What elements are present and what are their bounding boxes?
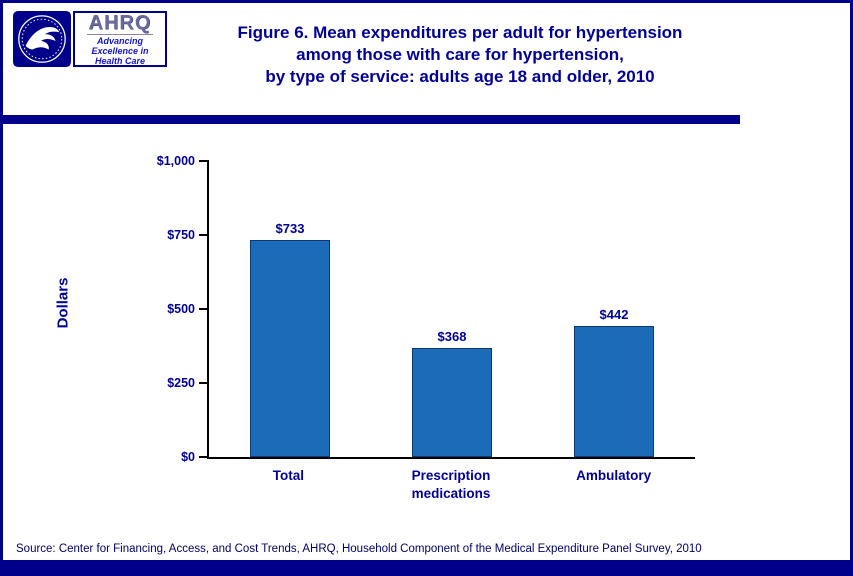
bar-group-ambulatory: $442 [533, 161, 695, 457]
bar-group-total: $733 [209, 161, 371, 457]
plot-area: $0 $250 $500 $750 $1,000 $733 $368 [157, 154, 695, 464]
bar-ambulatory [574, 326, 654, 457]
y-tick-label: $750 [167, 228, 195, 242]
y-tick-mark [199, 382, 209, 384]
x-category-label-total: Total [272, 468, 304, 483]
y-axis-label: Dollars [54, 277, 72, 329]
y-tick-mark [199, 234, 209, 236]
bar-total [250, 240, 330, 457]
bar-value-label: $368 [437, 329, 467, 345]
y-tick-mark [199, 456, 209, 458]
x-category-label-ambulatory: Ambulatory [576, 468, 652, 483]
hhs-eagle-seal-icon [13, 11, 71, 67]
y-tick-mark [199, 308, 209, 310]
source-note: Source: Center for Financing, Access, an… [16, 543, 702, 555]
y-tick-label: $0 [181, 450, 195, 464]
ahrq-tagline-line: Advancing [96, 36, 143, 47]
figure-title-line: by type of service: adults age 18 and ol… [265, 67, 655, 86]
ahrq-logo-word: AHRQ [86, 12, 154, 36]
ahrq-logo-tagline: Advancing Excellence in Health Care [91, 36, 149, 67]
figure-title-line: Figure 6. Mean expenditures per adult fo… [237, 23, 683, 42]
bar-value-label: $733 [275, 221, 305, 237]
x-axis-category-labels: Total Prescription medications Ambulator… [207, 467, 695, 503]
y-tick-label: $500 [167, 302, 195, 316]
y-tick-label: $1,000 [156, 154, 195, 168]
figure-title: Figure 6. Mean expenditures per adult fo… [103, 22, 817, 88]
figure-title-line: among those with care for hypertension, [296, 45, 624, 64]
y-tick-mark [199, 160, 209, 162]
ahrq-tagline-line: Excellence in [91, 46, 149, 57]
bar-group-prescription-medications: $368 [371, 161, 533, 457]
bar-prescription-medications [412, 348, 492, 457]
bar-value-label: $442 [599, 307, 629, 323]
footer-bar [3, 560, 850, 573]
header-divider-bar [3, 115, 740, 124]
y-tick-label: $250 [167, 376, 195, 390]
ahrq-logo: AHRQ Advancing Excellence in Health Care [73, 11, 167, 67]
x-category-label-prescription-medications: Prescription medications [411, 468, 491, 502]
bar-series: $733 $368 $442 [209, 161, 695, 457]
logo-group: AHRQ Advancing Excellence in Health Care [13, 11, 167, 67]
ahrq-tagline-line: Health Care [94, 55, 145, 66]
